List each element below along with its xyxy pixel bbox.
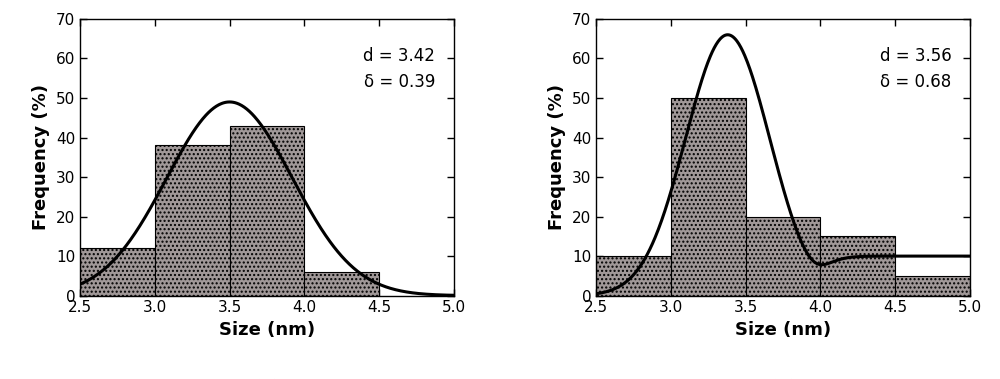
Bar bbox=[895, 276, 970, 296]
Bar bbox=[230, 126, 304, 296]
Bar bbox=[596, 256, 671, 296]
X-axis label: Size (nm): Size (nm) bbox=[735, 321, 831, 339]
Bar bbox=[155, 146, 230, 296]
Text: d = 3.56
δ = 0.68: d = 3.56 δ = 0.68 bbox=[880, 47, 951, 91]
Bar bbox=[820, 236, 895, 296]
Bar bbox=[304, 272, 379, 296]
X-axis label: Size (nm): Size (nm) bbox=[219, 321, 315, 339]
Text: d = 3.42
δ = 0.39: d = 3.42 δ = 0.39 bbox=[363, 47, 435, 91]
Bar bbox=[80, 248, 155, 296]
Bar bbox=[746, 216, 820, 296]
Y-axis label: Frequency (%): Frequency (%) bbox=[548, 84, 566, 230]
Bar bbox=[671, 98, 746, 296]
Y-axis label: Frequency (%): Frequency (%) bbox=[32, 84, 50, 230]
